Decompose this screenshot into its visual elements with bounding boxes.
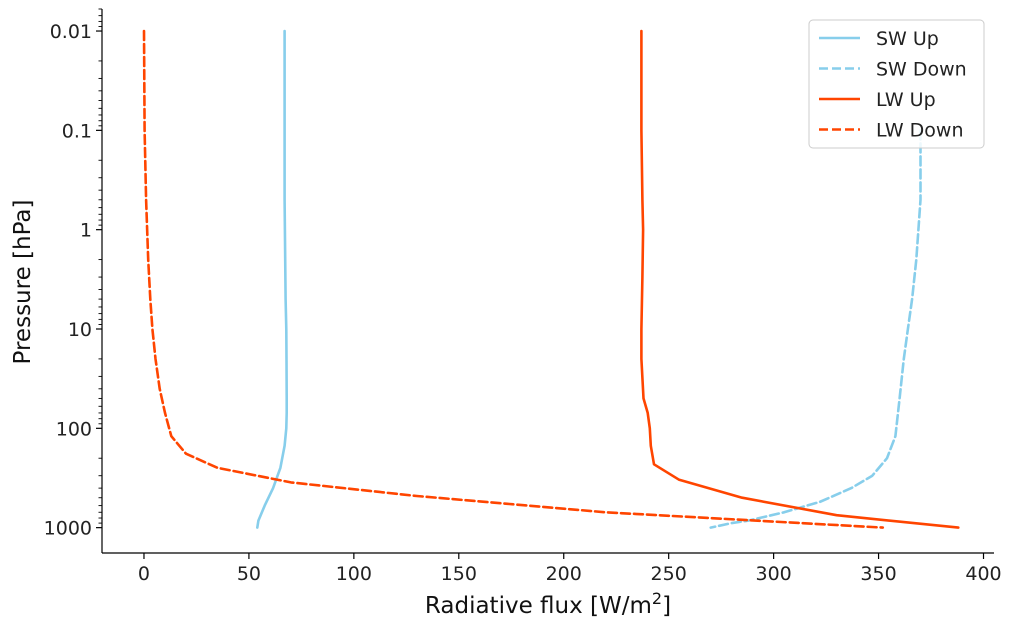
legend: SW Up SW Down LW Up LW Down	[808, 19, 985, 149]
x-tick-label: 400	[965, 563, 1001, 585]
y-tick-label: 1	[80, 220, 92, 242]
series-layer	[142, 29, 960, 529]
x-tick-label: 350	[860, 563, 896, 585]
y-tick-label: 10	[68, 319, 92, 341]
x-tick-label: 0	[138, 563, 150, 585]
x-tick-label: 100	[336, 563, 372, 585]
y-tick-label: 100	[56, 418, 92, 440]
x-axis-title: Radiative flux [W/m2]	[425, 589, 671, 619]
x-tick-label: 200	[546, 563, 582, 585]
series-line-sw-up	[256, 29, 288, 529]
series-line-lw-down	[142, 29, 885, 529]
x-tick-label: 50	[237, 563, 261, 585]
y-tick-label: 0.01	[50, 21, 92, 43]
legend-label: SW Down	[876, 59, 967, 81]
legend-label: SW Up	[876, 28, 939, 50]
y-tick-label: 0.1	[62, 120, 92, 142]
x-tick-label: 150	[441, 563, 477, 585]
legend-label: LW Down	[876, 120, 964, 142]
x-ticks: 0 50 100 150 200 250 300 350 400	[138, 553, 1002, 585]
x-tick-label: 250	[651, 563, 687, 585]
legend-items: SW Up SW Down LW Up LW Down	[819, 28, 967, 142]
y-tick-label: 1000	[44, 518, 92, 540]
series-line-lw-up	[640, 29, 960, 529]
y-axis-title: Pressure [hPa]	[10, 200, 36, 365]
y-ticks: 0.01 0.1 1 10 100 1000	[44, 8, 102, 540]
legend-label: LW Up	[876, 89, 936, 111]
x-tick-label: 300	[755, 563, 791, 585]
legend-frame	[808, 19, 985, 149]
axes-layer	[101, 9, 994, 554]
series-line-sw-down	[709, 129, 922, 529]
